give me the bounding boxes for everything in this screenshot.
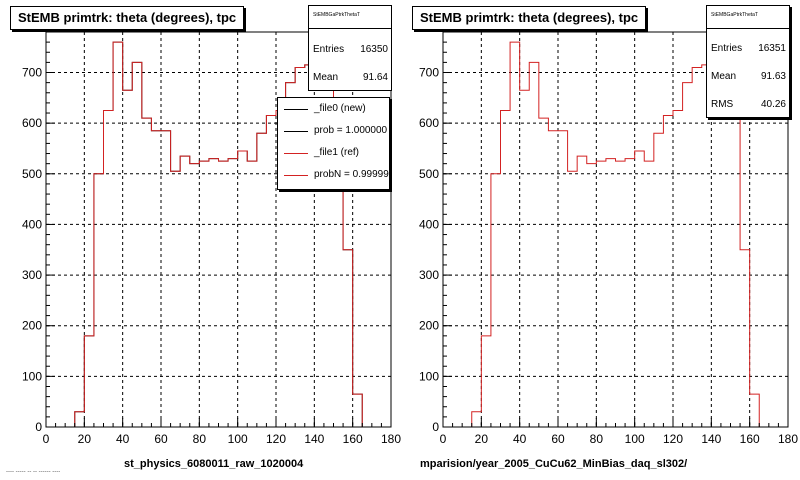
right-stats-row-rms: RMS 40.26 (711, 99, 786, 110)
right-stats-label: Mean (711, 71, 737, 82)
left-bottom-text: ---- ----- -- -- ------ ---- (6, 469, 61, 475)
right-file-label: mparision/year_2005_CuCu62_MinBias_daq_s… (420, 458, 688, 470)
right-stats-value: 16351 (758, 43, 786, 54)
right-plot-title: StEMB primtrk: theta (degrees), tpc (412, 6, 647, 30)
right-stats-label: Entries (711, 43, 743, 54)
left-stats-row-mean: Mean 91.64 (313, 72, 388, 83)
right-x-tick-label: 180 (778, 432, 798, 446)
right-x-tick-label: 80 (590, 432, 604, 446)
right-x-tick-label: 160 (740, 432, 760, 446)
left-stats-name: StEMBGaPtrkThetaT (313, 12, 360, 18)
left-plot-title: StEMB primtrk: theta (degrees), tpc (10, 6, 245, 30)
left-y-tick-label: 500 (22, 167, 42, 181)
left-stats-box: StEMBGaPtrkThetaT Entries 16350 Mean 91.… (308, 5, 392, 91)
left-x-tick-label: 80 (193, 432, 207, 446)
legend-swatch (284, 131, 308, 132)
left-stats-divider (309, 28, 391, 29)
right-x-tick-label: 40 (513, 432, 527, 446)
left-y-tick-label: 400 (22, 217, 42, 231)
left-stats-label: Entries (313, 44, 345, 55)
legend-entry-probn: probN = 0.999999 (278, 166, 389, 186)
legend-label: _file1 (ref) (314, 147, 360, 158)
left-legend-box: _file0 (new) prob = 1.000000 _file1 (ref… (277, 97, 390, 190)
legend-entry-file1: _file1 (ref) (278, 144, 389, 164)
right-y-tick-label: 200 (419, 319, 439, 333)
left-y-tick-label: 100 (22, 369, 42, 383)
legend-swatch (284, 109, 308, 110)
right-stats-value: 91.63 (760, 71, 786, 82)
left-x-tick-label: 100 (228, 432, 248, 446)
left-plot-frame (45, 31, 392, 428)
left-stats-label: Mean (313, 72, 339, 83)
left-y-tick-label: 200 (22, 319, 42, 333)
right-x-tick-label: 60 (551, 432, 565, 446)
left-x-tick-label: 40 (116, 432, 130, 446)
left-x-tick-label: 180 (381, 432, 401, 446)
right-y-tick-label: 0 (432, 420, 439, 434)
right-stats-row-mean: Mean 91.63 (711, 71, 786, 82)
left-x-tick-label: 140 (304, 432, 324, 446)
left-x-tick-label: 120 (266, 432, 286, 446)
right-y-tick-label: 300 (419, 268, 439, 282)
right-x-tick-label: 0 (440, 432, 447, 446)
left-x-tick-label: 20 (78, 432, 92, 446)
legend-label: _file0 (new) (314, 103, 366, 114)
right-stats-row-entries: Entries 16351 (711, 43, 786, 54)
left-x-tick-label: 0 (43, 432, 50, 446)
right-y-tick-label: 600 (419, 116, 439, 130)
left-stats-row-entries: Entries 16350 (313, 44, 388, 55)
left-stats-value: 16350 (360, 44, 388, 55)
right-y-tick-label: 400 (419, 217, 439, 231)
left-y-tick-label: 0 (35, 420, 42, 434)
right-stats-box: StEMBGaPtrkThetaT Entries 16351 Mean 91.… (706, 5, 790, 118)
legend-swatch (284, 175, 308, 176)
left-plot-title-text: StEMB primtrk: theta (degrees), tpc (18, 10, 237, 25)
right-y-tick-label: 700 (419, 66, 439, 80)
right-x-tick-label: 100 (625, 432, 645, 446)
right-stats-label: RMS (711, 99, 734, 110)
left-y-tick-label: 700 (22, 66, 42, 80)
right-x-tick-label: 120 (663, 432, 683, 446)
right-plot-title-text: StEMB primtrk: theta (degrees), tpc (420, 10, 639, 25)
legend-label: prob = 1.000000 (314, 125, 388, 136)
left-y-tick-label: 600 (22, 116, 42, 130)
right-y-tick-label: 100 (419, 369, 439, 383)
right-stats-divider (707, 28, 789, 29)
left-x-tick-label: 160 (343, 432, 363, 446)
right-y-tick-label: 500 (419, 167, 439, 181)
legend-label: probN = 0.999999 (314, 169, 390, 180)
right-stats-value: 40.26 (760, 99, 786, 110)
right-stats-name: StEMBGaPtrkThetaT (711, 12, 758, 18)
legend-swatch (284, 153, 308, 154)
right-x-tick-label: 140 (701, 432, 721, 446)
legend-entry-file0: _file0 (new) (278, 100, 389, 120)
left-stats-value: 91.64 (362, 72, 388, 83)
left-x-tick-label: 60 (154, 432, 168, 446)
legend-entry-prob: prob = 1.000000 (278, 122, 389, 142)
right-x-tick-label: 20 (475, 432, 489, 446)
left-file-label: st_physics_6080011_raw_1020004 (124, 458, 304, 470)
left-y-tick-label: 300 (22, 268, 42, 282)
